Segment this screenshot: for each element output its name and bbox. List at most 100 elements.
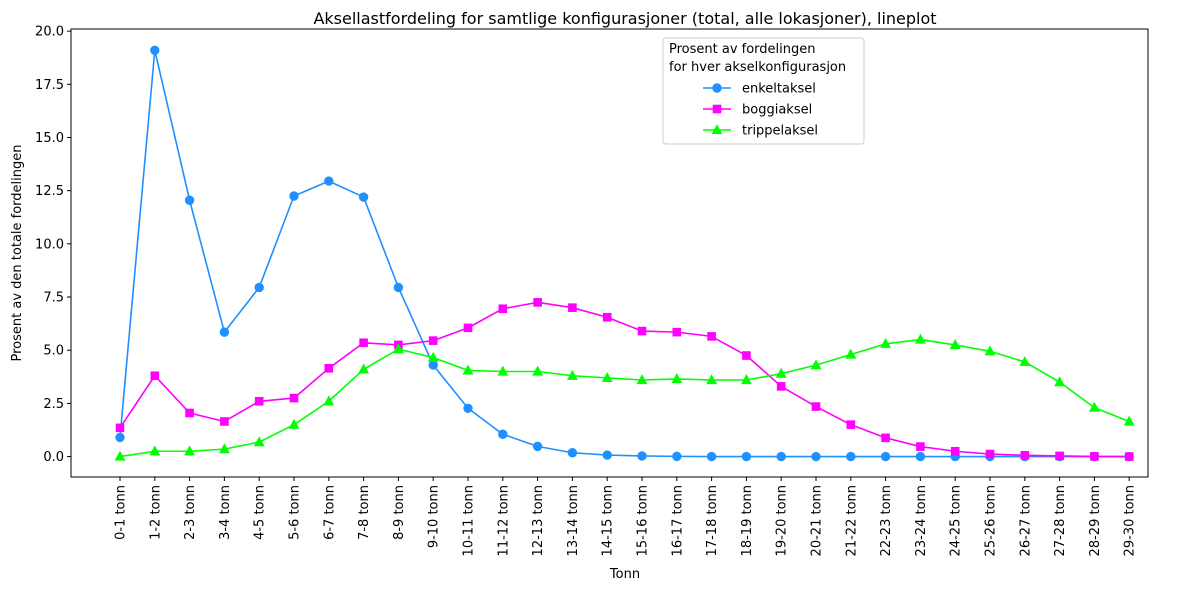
data-point-boggiaksel <box>916 442 925 451</box>
data-point-enkeltaksel <box>846 451 856 462</box>
data-point-boggiaksel <box>1020 451 1030 460</box>
data-point-boggiaksel <box>742 351 751 360</box>
x-tick-label: 3-4 tonn <box>218 485 233 540</box>
legend-label-boggiaksel: boggiaksel <box>742 103 812 118</box>
data-point-trippelaksel <box>1019 356 1031 367</box>
x-tick-label: 19-20 tonn <box>775 485 790 556</box>
data-point-boggiaksel <box>811 402 821 411</box>
data-point-trippelaksel <box>497 365 509 376</box>
x-tick-label: 12-13 tonn <box>531 485 546 556</box>
data-point-boggiaksel <box>950 446 960 456</box>
data-point-boggiaksel <box>1124 452 1134 461</box>
data-point-boggiaksel <box>254 396 264 406</box>
x-tick-label: 7-8 tonn <box>357 485 372 540</box>
data-point-enkeltaksel <box>811 451 821 462</box>
x-tick-label: 4-5 tonn <box>253 485 268 540</box>
y-tick-label: 2.5 <box>43 397 64 412</box>
data-point-enkeltaksel <box>289 191 299 201</box>
series-line-trippelaksel <box>119 338 1130 458</box>
x-tick-label: 1-2 tonn <box>148 485 163 540</box>
data-point-boggiaksel <box>1055 451 1064 461</box>
x-tick-label: 23-24 tonn <box>914 485 929 556</box>
x-tick-label: 29-30 tonn <box>1123 485 1138 556</box>
x-tick-label: 14-15 tonn <box>601 485 616 556</box>
x-tick-label: 9-10 tonn <box>427 485 442 548</box>
data-point-boggiaksel <box>324 363 334 373</box>
chart-title: Aksellastfordeling for samtlige konfigur… <box>313 9 936 28</box>
data-point-boggiaksel <box>985 449 995 459</box>
data-point-boggiaksel <box>185 408 194 418</box>
x-tick-label: 20-21 tonn <box>810 485 825 556</box>
data-point-trippelaksel <box>636 374 648 385</box>
data-point-enkeltaksel <box>254 282 264 293</box>
x-tick-label: 24-25 tonn <box>949 485 964 556</box>
x-tick-label: 25-26 tonn <box>984 485 999 556</box>
y-tick-label: 5.0 <box>43 344 64 359</box>
data-point-enkeltaksel <box>219 327 230 337</box>
data-point-trippelaksel <box>218 443 230 454</box>
data-point-boggiaksel <box>533 298 542 307</box>
data-point-trippelaksel <box>392 343 404 354</box>
data-point-trippelaksel <box>601 372 613 382</box>
x-tick-label: 6-7 tonn <box>322 485 337 540</box>
data-point-trippelaksel <box>949 339 961 349</box>
legend-marker-enkeltaksel <box>712 83 722 93</box>
data-point-boggiaksel <box>359 338 368 348</box>
data-point-boggiaksel <box>881 433 890 443</box>
data-point-trippelaksel <box>914 333 926 344</box>
data-point-trippelaksel <box>810 359 822 370</box>
data-point-enkeltaksel <box>115 432 125 443</box>
data-point-boggiaksel <box>568 303 577 312</box>
data-point-trippelaksel <box>323 395 335 406</box>
data-point-trippelaksel <box>462 364 474 375</box>
x-tick-label: 8-9 tonn <box>392 485 407 540</box>
y-axis-label: Prosent av den totale fordelingen <box>10 145 25 362</box>
data-point-enkeltaksel <box>358 192 369 202</box>
data-point-boggiaksel <box>707 332 716 341</box>
data-point-boggiaksel <box>637 326 647 336</box>
x-tick-label: 26-27 tonn <box>1018 485 1033 556</box>
x-tick-label: 0-1 tonn <box>114 485 129 540</box>
data-point-enkeltaksel <box>637 451 647 461</box>
legend-box <box>662 37 865 145</box>
legend-entries: enkeltaksel boggiaksel trippelaksel <box>703 82 818 139</box>
x-tick-label: 16-17 tonn <box>670 485 685 556</box>
series-line-boggiaksel <box>119 301 1130 458</box>
data-point-trippelaksel <box>253 436 265 447</box>
plot-frame <box>70 28 1149 478</box>
data-point-boggiaksel <box>776 382 786 391</box>
x-axis-label: Tonn <box>609 567 640 582</box>
data-point-boggiaksel <box>846 420 856 429</box>
data-point-trippelaksel <box>184 445 196 456</box>
x-tick-label: 17-18 tonn <box>705 485 720 556</box>
x-axis: 0-1 tonn 1-2 tonn 2-3 tonn 3-4 tonn 4-5 tonn… <box>114 477 1138 556</box>
x-tick-label: 10-11 tonn <box>462 485 477 556</box>
data-point-enkeltaksel <box>706 451 717 462</box>
data-point-trippelaksel <box>775 367 787 378</box>
data-point-boggiaksel <box>115 423 125 433</box>
y-axis: 0.0 2.5 5.0 7.5 10.0 12.5 15.0 17.5 20.0 <box>35 25 71 465</box>
x-tick-label: 2-3 tonn <box>183 485 198 540</box>
data-point-trippelaksel <box>740 374 752 385</box>
x-tick-label: 15-16 tonn <box>636 485 651 556</box>
data-point-trippelaksel <box>706 374 718 385</box>
x-tick-label: 28-29 tonn <box>1088 485 1103 556</box>
y-tick-label: 20.0 <box>35 25 64 40</box>
data-point-enkeltaksel <box>602 450 612 460</box>
data-point-trippelaksel <box>880 337 892 348</box>
data-point-boggiaksel <box>463 323 473 333</box>
x-tick-label: 13-14 tonn <box>566 485 581 556</box>
x-tick-label: 5-6 tonn <box>288 485 303 540</box>
plot-lines <box>119 49 1130 458</box>
data-point-boggiaksel <box>498 304 508 314</box>
series-line-enkeltaksel <box>119 49 1130 458</box>
data-point-trippelaksel <box>845 348 857 359</box>
data-point-trippelaksel <box>427 351 439 362</box>
data-point-enkeltaksel <box>532 441 543 452</box>
data-point-trippelaksel <box>288 418 300 429</box>
x-tick-label: 11-12 tonn <box>496 485 511 556</box>
data-point-trippelaksel <box>149 445 161 456</box>
data-point-enkeltaksel <box>463 403 473 413</box>
plot-markers <box>114 45 1135 462</box>
